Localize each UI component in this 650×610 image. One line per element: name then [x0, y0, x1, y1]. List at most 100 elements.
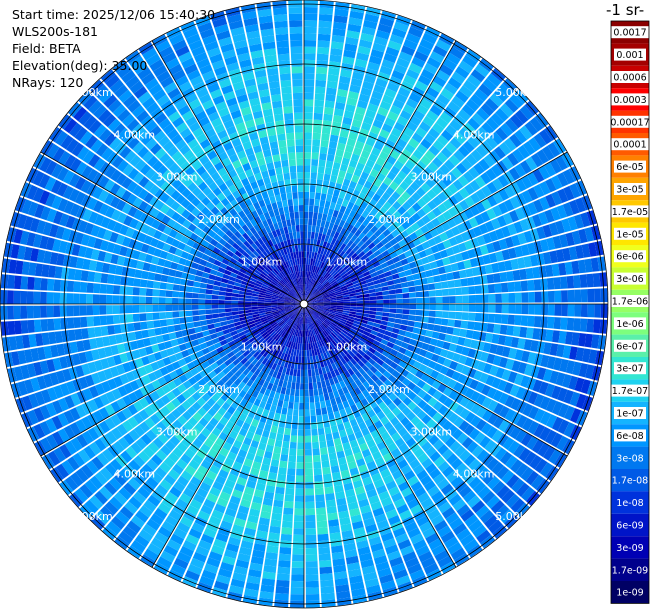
ppi-gate-cell — [237, 219, 246, 228]
ppi-gate-cell — [162, 225, 173, 236]
ppi-gate-cell — [395, 247, 404, 256]
ppi-gate-cell — [328, 277, 335, 284]
ppi-gate-cell — [316, 507, 327, 515]
ppi-gate-cell — [229, 382, 238, 392]
ppi-gate-cell — [309, 315, 313, 322]
ppi-gate-cell — [452, 428, 463, 440]
ppi-gate-cell — [454, 480, 468, 493]
ppi-gate-cell — [487, 284, 496, 294]
ppi-gate-cell — [304, 350, 307, 357]
ppi-gate-cell — [277, 305, 285, 307]
ppi-gate-cell — [87, 271, 96, 282]
ppi-gate-cell — [215, 388, 225, 398]
ppi-gate-cell — [59, 305, 67, 317]
ppi-gate-cell — [54, 331, 63, 344]
ppi-gate-cell — [473, 463, 486, 476]
ppi-gate-cell — [205, 304, 212, 310]
ppi-gate-cell — [384, 254, 392, 262]
ppi-gate-cell — [424, 430, 435, 441]
ppi-gate-cell — [278, 560, 291, 568]
ppi-gate-cell — [314, 273, 319, 281]
ppi-gate-cell — [409, 309, 416, 315]
ppi-gate-cell — [79, 305, 87, 316]
ppi-gate-cell — [313, 273, 318, 280]
ppi-gate-cell — [406, 411, 416, 421]
ppi-gate-cell — [262, 260, 269, 267]
ppi-gate-cell — [320, 139, 329, 148]
ppi-gate-cell — [106, 315, 114, 325]
ppi-gate-cell — [546, 356, 556, 370]
ppi-gate-cell — [340, 318, 348, 323]
ppi-gate-cell — [214, 503, 226, 514]
ppi-gate-cell — [473, 321, 482, 331]
ppi-gate-cell — [330, 230, 336, 238]
ppi-gate-cell — [474, 88, 489, 102]
ppi-gate-cell — [197, 337, 206, 345]
ppi-gate-cell — [343, 482, 354, 491]
ppi-gate-cell — [307, 309, 312, 315]
ppi-gate-cell — [216, 271, 224, 278]
ppi-gate-cell — [97, 370, 107, 383]
ppi-gate-cell — [314, 487, 324, 496]
ppi-gate-cell — [266, 256, 273, 263]
ppi-gate-cell — [424, 351, 434, 360]
ppi-gate-cell — [338, 170, 346, 179]
ppi-gate-cell — [280, 270, 286, 278]
ppi-gate-cell — [306, 310, 309, 317]
ppi-gate-cell — [369, 400, 378, 409]
ppi-gate-cell — [512, 326, 521, 337]
ppi-gate-cell — [509, 94, 524, 109]
ppi-gate-cell — [521, 292, 529, 303]
ppi-gate-cell — [357, 546, 371, 556]
ppi-gate-cell — [281, 314, 288, 320]
ppi-gate-cell — [209, 486, 221, 497]
ppi-gate-cell — [305, 291, 307, 298]
ppi-gate-cell — [78, 352, 88, 364]
ppi-gate-cell — [515, 304, 522, 314]
ppi-gate-cell — [304, 205, 309, 212]
ppi-gate-cell — [360, 346, 369, 354]
ppi-gate-cell — [216, 497, 229, 508]
ppi-gate-cell — [47, 450, 61, 466]
ppi-gate-cell — [229, 208, 238, 217]
ppi-gate-cell — [360, 243, 368, 251]
ppi-gate-cell — [311, 152, 319, 160]
ppi-gate-cell — [382, 201, 392, 211]
ppi-gate-cell — [443, 408, 454, 420]
ppi-gate-cell — [249, 277, 257, 283]
ppi-gate-cell — [242, 384, 251, 393]
ppi-gate-cell — [315, 73, 327, 81]
ppi-gate-cell — [415, 244, 425, 253]
ppi-gate-cell — [205, 289, 213, 295]
ppi-gate-cell — [62, 185, 74, 200]
ppi-gate-cell — [395, 575, 411, 586]
ppi-gate-cell — [69, 122, 83, 138]
ppi-gate-cell — [467, 136, 480, 149]
ppi-gate-cell — [329, 309, 337, 313]
ppi-gate-cell — [168, 452, 180, 463]
ppi-gate-cell — [202, 402, 212, 412]
ppi-gate-cell — [93, 104, 107, 119]
ppi-gate-cell — [385, 275, 394, 282]
ppi-gate-cell — [538, 265, 547, 278]
ppi-gate-cell — [416, 410, 427, 420]
ppi-gate-cell — [246, 575, 261, 585]
ppi-gate-cell — [248, 245, 256, 253]
ppi-gate-cell — [539, 196, 550, 211]
ppi-gate-cell — [377, 23, 392, 34]
ppi-gate-cell — [502, 346, 511, 358]
ppi-gate-cell — [94, 272, 102, 283]
ppi-gate-cell — [379, 17, 394, 28]
ppi-gate-cell — [251, 298, 258, 302]
ppi-gate-cell — [389, 556, 404, 568]
ppi-gate-cell — [435, 117, 449, 129]
ppi-gate-cell — [292, 342, 296, 350]
ppi-gate-cell — [218, 350, 227, 358]
ppi-gate-cell — [169, 486, 182, 498]
ppi-gate-cell — [274, 593, 289, 601]
ppi-gate-cell — [392, 256, 401, 264]
ppi-gate-cell — [97, 347, 107, 359]
ppi-gate-cell — [196, 191, 207, 202]
ppi-gate-cell — [405, 32, 421, 44]
ppi-gate-cell — [479, 372, 489, 384]
